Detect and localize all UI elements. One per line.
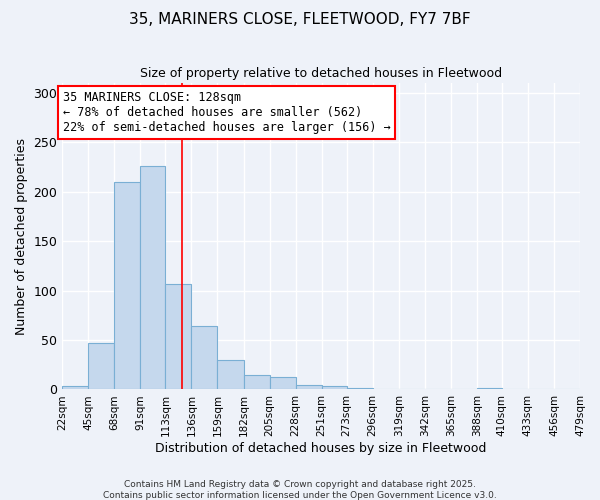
Bar	[62, 386, 88, 390]
Bar	[166, 284, 191, 390]
Title: Size of property relative to detached houses in Fleetwood: Size of property relative to detached ho…	[140, 68, 502, 80]
Bar	[296, 384, 322, 390]
Bar	[140, 166, 166, 390]
Y-axis label: Number of detached properties: Number of detached properties	[15, 138, 28, 335]
Bar	[244, 374, 269, 390]
Text: 35 MARINERS CLOSE: 128sqm
← 78% of detached houses are smaller (562)
22% of semi: 35 MARINERS CLOSE: 128sqm ← 78% of detac…	[63, 91, 391, 134]
Text: Contains HM Land Registry data © Crown copyright and database right 2025.
Contai: Contains HM Land Registry data © Crown c…	[103, 480, 497, 500]
Bar	[347, 388, 373, 390]
Bar	[88, 343, 115, 390]
Bar	[217, 360, 244, 390]
Bar	[269, 376, 296, 390]
Bar	[115, 182, 140, 390]
Text: 35, MARINERS CLOSE, FLEETWOOD, FY7 7BF: 35, MARINERS CLOSE, FLEETWOOD, FY7 7BF	[129, 12, 471, 28]
Bar	[322, 386, 347, 390]
X-axis label: Distribution of detached houses by size in Fleetwood: Distribution of detached houses by size …	[155, 442, 487, 455]
Bar	[191, 326, 217, 390]
Bar	[477, 388, 502, 390]
